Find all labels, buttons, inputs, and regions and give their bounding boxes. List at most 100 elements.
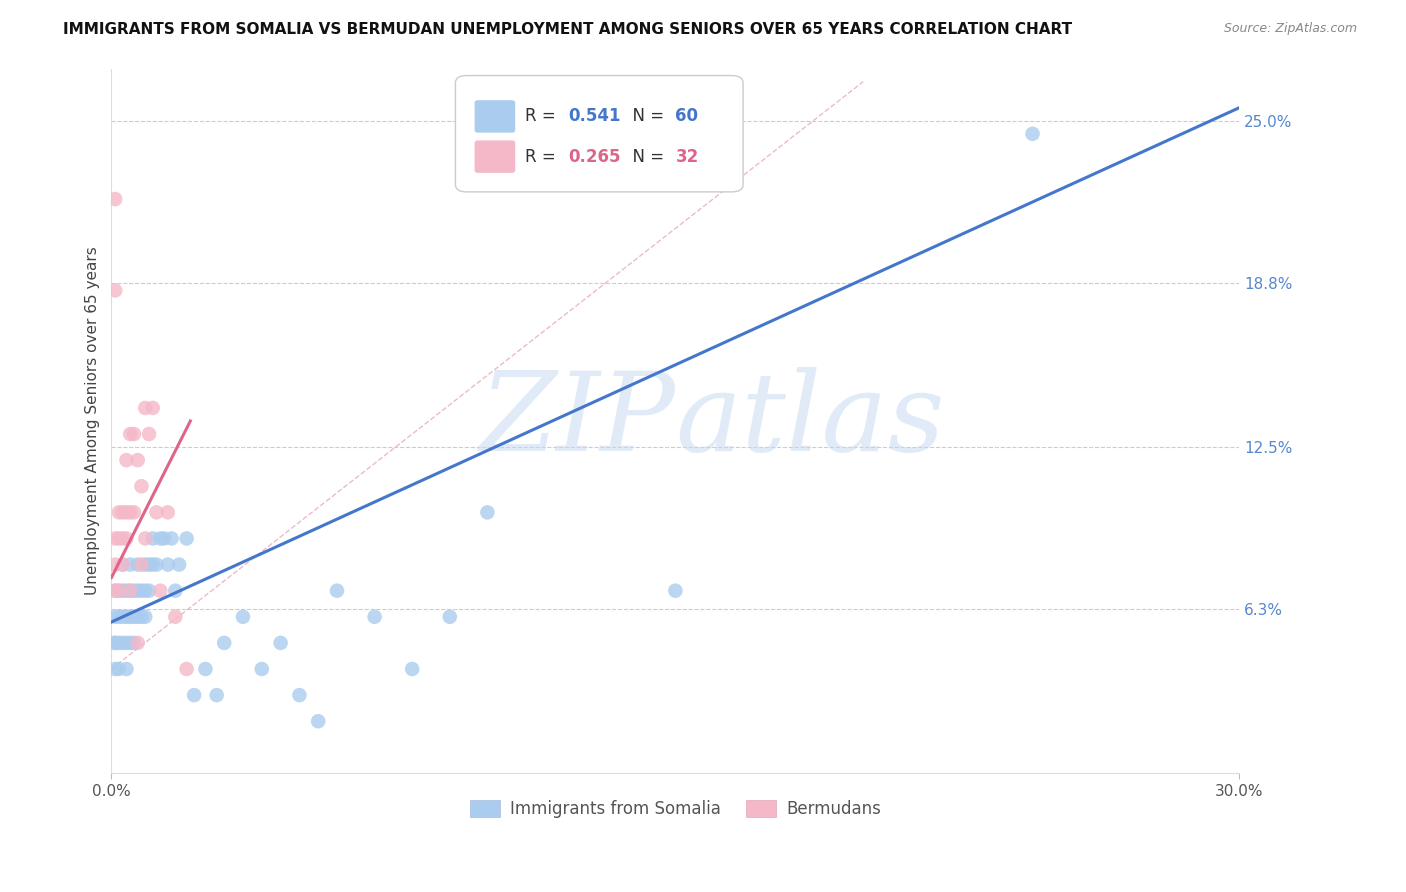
Point xyxy=(104,532,127,546)
Point xyxy=(131,558,153,572)
Point xyxy=(176,532,198,546)
Point xyxy=(115,532,138,546)
Point xyxy=(104,558,127,572)
Point xyxy=(127,453,149,467)
Text: Source: ZipAtlas.com: Source: ZipAtlas.com xyxy=(1223,22,1357,36)
Point xyxy=(122,583,145,598)
Point xyxy=(122,609,145,624)
Point xyxy=(288,688,311,702)
Point xyxy=(108,583,131,598)
Point xyxy=(134,583,156,598)
Point xyxy=(111,636,134,650)
Point xyxy=(122,427,145,442)
FancyBboxPatch shape xyxy=(475,140,515,173)
Text: atlas: atlas xyxy=(675,368,945,475)
Point xyxy=(363,609,385,624)
Point xyxy=(401,662,423,676)
FancyBboxPatch shape xyxy=(475,100,515,133)
Point xyxy=(104,192,127,206)
Point xyxy=(111,532,134,546)
Point xyxy=(131,609,153,624)
Point xyxy=(108,609,131,624)
Text: 60: 60 xyxy=(675,107,699,126)
Text: R =: R = xyxy=(526,107,561,126)
Point xyxy=(108,532,131,546)
Point xyxy=(183,688,205,702)
Text: 0.541: 0.541 xyxy=(568,107,620,126)
Point xyxy=(326,583,349,598)
Point xyxy=(111,558,134,572)
Point xyxy=(104,284,127,298)
Point xyxy=(153,532,176,546)
Point xyxy=(104,583,127,598)
Point xyxy=(111,609,134,624)
Point xyxy=(111,583,134,598)
Point xyxy=(176,662,198,676)
Point xyxy=(104,609,127,624)
Point xyxy=(115,662,138,676)
Point xyxy=(134,609,156,624)
Point xyxy=(111,505,134,519)
Point xyxy=(120,505,142,519)
Point xyxy=(111,558,134,572)
Point xyxy=(108,662,131,676)
Legend: Immigrants from Somalia, Bermudans: Immigrants from Somalia, Bermudans xyxy=(464,794,887,825)
Point xyxy=(115,609,138,624)
Point xyxy=(439,609,461,624)
Text: 0.265: 0.265 xyxy=(568,148,620,166)
Point xyxy=(131,479,153,493)
Text: IMMIGRANTS FROM SOMALIA VS BERMUDAN UNEMPLOYMENT AMONG SENIORS OVER 65 YEARS COR: IMMIGRANTS FROM SOMALIA VS BERMUDAN UNEM… xyxy=(63,22,1073,37)
Point xyxy=(104,583,127,598)
Point xyxy=(115,636,138,650)
Point xyxy=(127,609,149,624)
Point xyxy=(664,583,686,598)
Point xyxy=(212,636,235,650)
Point xyxy=(120,636,142,650)
Point xyxy=(134,532,156,546)
Point xyxy=(108,583,131,598)
Point xyxy=(104,662,127,676)
Point xyxy=(104,636,127,650)
FancyBboxPatch shape xyxy=(456,76,742,192)
Text: 32: 32 xyxy=(675,148,699,166)
Text: R =: R = xyxy=(526,148,561,166)
Point xyxy=(156,505,179,519)
Point xyxy=(138,583,160,598)
Point xyxy=(145,505,167,519)
Point xyxy=(104,636,127,650)
Point xyxy=(1021,127,1043,141)
Point xyxy=(167,558,190,572)
Point xyxy=(165,609,187,624)
Point xyxy=(122,636,145,650)
Point xyxy=(120,609,142,624)
Point xyxy=(120,427,142,442)
Point xyxy=(232,609,254,624)
Point xyxy=(138,427,160,442)
Point xyxy=(142,401,165,415)
Text: N =: N = xyxy=(623,148,669,166)
Point xyxy=(194,662,217,676)
Point xyxy=(149,583,172,598)
Point xyxy=(205,688,228,702)
Point xyxy=(160,532,183,546)
Point xyxy=(250,662,273,676)
Point xyxy=(134,558,156,572)
Point xyxy=(270,636,292,650)
Text: ZIP: ZIP xyxy=(479,368,675,475)
Point xyxy=(131,583,153,598)
Point xyxy=(307,714,329,729)
Text: N =: N = xyxy=(623,107,669,126)
Point xyxy=(127,636,149,650)
Point xyxy=(108,505,131,519)
Point xyxy=(138,558,160,572)
Point xyxy=(165,583,187,598)
Point xyxy=(120,558,142,572)
Y-axis label: Unemployment Among Seniors over 65 years: Unemployment Among Seniors over 65 years xyxy=(86,246,100,595)
Point xyxy=(145,558,167,572)
Point xyxy=(115,505,138,519)
Point xyxy=(115,583,138,598)
Point xyxy=(127,583,149,598)
Point xyxy=(142,532,165,546)
Point xyxy=(120,583,142,598)
Point xyxy=(120,583,142,598)
